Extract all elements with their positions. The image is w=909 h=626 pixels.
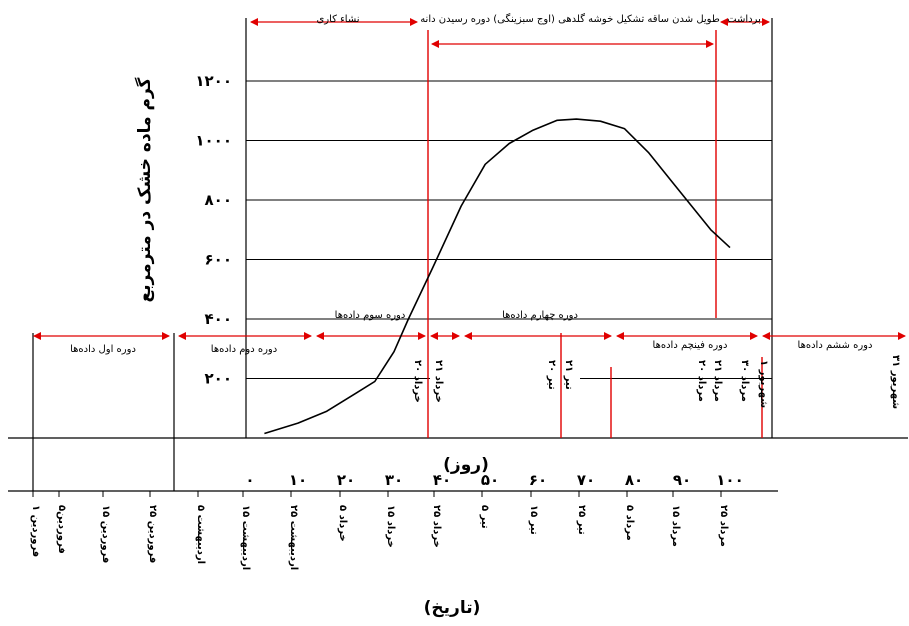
period-label-3: دوره سوم داده‌ها [335, 310, 406, 321]
date-tick-label: ۱۵ اردیبهشت [240, 505, 251, 570]
arrow-head [762, 18, 770, 26]
y-tick-label: ۴۰۰ [205, 310, 232, 328]
y-tick-label: ۶۰۰ [205, 251, 232, 269]
x-tick-label: ۴۰ [433, 471, 451, 489]
date-tick-label: ۱۵ فروردین [100, 505, 111, 563]
period-label-5: دوره فینچم داده‌ها [653, 340, 728, 351]
date-tick-label: ۱ فروردین [30, 505, 41, 557]
boundary-date-2: ۲۱ خرداد [433, 360, 444, 403]
date-tick-label: ۵ مرداد [624, 505, 635, 541]
period-label-1: دوره اول داده‌ها [70, 344, 136, 355]
y-tick-label: ۸۰۰ [205, 191, 232, 209]
y-tick-label: ۱۲۰۰ [195, 72, 232, 90]
x-tick-label: ۷۰ [577, 471, 595, 489]
arrow-head [431, 40, 439, 48]
x-tick-label: ۳۰ [385, 471, 403, 489]
x-tick-label: ۱۰ [289, 471, 307, 489]
arrow-head [452, 332, 460, 340]
period-label-2: دوره دوم داده‌ها [211, 344, 277, 355]
boundary-date-6: ۲۱ مرداد [712, 360, 723, 402]
phase-label-transplanting: نشاء کاری [316, 14, 359, 25]
x-tick-label: ۰ [245, 471, 254, 489]
phase-label-growth: طویل شدن ساقه تشکیل خوشه گلدهی (اوج سبزی… [420, 13, 720, 25]
period-arrows [33, 18, 906, 340]
period-label-6: دوره ششم داده‌ها [798, 340, 873, 351]
period-boundary-lines [427, 30, 763, 438]
arrow-head [616, 332, 624, 340]
date-tick-label: ۱۵ مرداد [670, 505, 681, 547]
date-tick-label: ۲۵ خرداد [431, 505, 442, 548]
arrow-head [33, 332, 41, 340]
date-tick-label: ۱۵ خرداد [385, 505, 396, 548]
arrow-head [464, 332, 472, 340]
y-axis-title: گرم ماده خشک در مترمربع [134, 77, 155, 302]
boundary-date-4: ۲۱ تیر [563, 360, 574, 390]
date-tick-label: ۲۵ تیر [576, 505, 587, 535]
arrow-head [316, 332, 324, 340]
date-tick-label: ۲۵ مرداد [718, 505, 729, 547]
x-tick-label: ۵۰ [481, 471, 499, 489]
phase-label-harvest: برداشت [727, 14, 761, 25]
arrow-head [304, 332, 312, 340]
x-tick-label: ۶۰ [529, 471, 547, 489]
gridlines [246, 80, 772, 380]
chart-frame [8, 18, 908, 492]
growth-curve [264, 118, 731, 435]
arrow-head [706, 40, 714, 48]
boundary-date-8: ۱ شهریور [758, 360, 769, 408]
period-label-4: دوره چهارم داده‌ها [502, 310, 578, 321]
y-tick-label: ۱۰۰۰ [195, 132, 232, 150]
date-tick-label: ۲۵ اردیبهشت [288, 505, 299, 570]
date-tick-label: ۱۵ تیر [528, 505, 539, 535]
arrow-head [410, 18, 418, 26]
y-tick-label: ۲۰۰ [205, 370, 232, 388]
date-tick-label: ۵ اردیبهشت [195, 505, 206, 564]
arrow-head [898, 332, 906, 340]
growth-curve-group [264, 118, 731, 435]
arrow-head [720, 18, 728, 26]
arrow-head [250, 18, 258, 26]
boundary-date-1: ۲۰ خرداد [412, 360, 423, 403]
date-tick-label: ۵فروردین [56, 505, 67, 554]
arrow-head [418, 332, 426, 340]
x-tick-label: ۱۰۰ [716, 471, 743, 489]
date-tick-label: ۵ تیر [479, 505, 490, 529]
arrow-head [604, 332, 612, 340]
boundary-date-7: ۳۰ مرداد [739, 360, 750, 402]
date-tick-label: ۵ خرداد [337, 505, 348, 542]
boundary-date-5: ۲۰ مرداد [696, 360, 707, 402]
tick-labels: ۲۰۰ ۴۰۰ ۶۰۰ ۸۰۰ ۱۰۰۰ ۱۲۰۰ ۰ ۱۰ ۲۰ ۳۰ ۴۰ ۵۰ ۶۰ ۷۰ ۸۰ ۹۰ ۱… [30, 72, 744, 570]
arrow-head [178, 332, 186, 340]
date-tick-label: ۲۵ فروردین [147, 505, 158, 563]
x-tick-label: ۸۰ [625, 471, 643, 489]
arrow-head [750, 332, 758, 340]
x-tick-label: ۹۰ [673, 471, 691, 489]
x-axis-title-date: (تاریخ) [424, 598, 481, 618]
boundary-date-3: ۲۰ تیر [546, 360, 557, 390]
x-tick-label: ۲۰ [337, 471, 355, 489]
arrow-head [162, 332, 170, 340]
boundary-date-9: ۳۱ شهریور [890, 355, 901, 409]
arrow-head [762, 332, 770, 340]
x-axis-title-days: (روز) [443, 455, 489, 475]
arrow-head [430, 332, 438, 340]
